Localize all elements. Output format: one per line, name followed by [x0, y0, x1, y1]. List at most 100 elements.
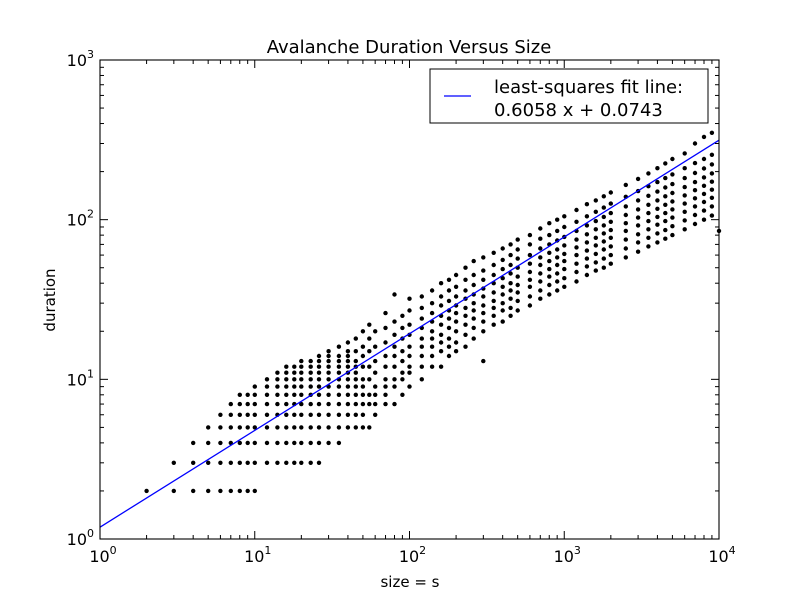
data-point: [345, 340, 351, 345]
data-point: [547, 274, 552, 279]
data-point: [429, 310, 435, 316]
data-point: [383, 364, 388, 369]
data-point: [635, 232, 641, 237]
data-point: [218, 440, 223, 446]
data-point: [682, 193, 687, 198]
data-point: [353, 377, 358, 382]
data-point: [299, 377, 304, 382]
data-point: [527, 284, 533, 289]
data-point: [635, 198, 641, 203]
data-point: [584, 248, 590, 253]
x-tick-label: 104: [708, 544, 735, 566]
data-point: [547, 232, 552, 238]
data-point: [593, 198, 598, 203]
data-point: [623, 237, 628, 242]
data-point: [500, 319, 505, 324]
data-point: [538, 236, 543, 241]
data-point: [237, 440, 242, 446]
data-point: [373, 370, 378, 375]
data-point: [446, 344, 452, 349]
y-tick-label: 102: [67, 208, 94, 230]
data-point: [481, 294, 486, 299]
data-point: [392, 344, 397, 349]
data-point: [206, 460, 211, 465]
data-point: [635, 240, 641, 245]
data-point: [292, 392, 297, 397]
data-point: [574, 252, 579, 258]
data-point: [709, 152, 715, 157]
data-point: [508, 296, 513, 301]
data-point: [316, 401, 322, 407]
data-point: [608, 252, 613, 258]
data-point: [345, 412, 351, 417]
data-point: [429, 288, 435, 293]
data-point: [709, 187, 715, 192]
data-point: [481, 310, 486, 316]
data-point: [284, 460, 289, 465]
data-point: [538, 271, 543, 276]
x-axis-label: size = s: [380, 573, 439, 591]
data-point: [692, 196, 698, 201]
x-tick-label: 100: [89, 544, 116, 566]
data-point: [500, 301, 505, 306]
data-point: [292, 460, 297, 465]
data-point: [345, 353, 351, 359]
data-point: [446, 325, 452, 331]
data-point: [508, 281, 513, 286]
data-point: [584, 202, 590, 207]
data-point: [316, 392, 322, 397]
data-point: [453, 319, 459, 324]
data-point: [407, 344, 412, 349]
data-point: [400, 377, 405, 382]
data-point: [308, 364, 313, 369]
data-point: [608, 244, 613, 249]
data-point: [682, 218, 687, 223]
data-point: [463, 305, 468, 311]
data-point: [360, 412, 366, 417]
data-point: [646, 193, 651, 198]
data-point: [299, 440, 304, 446]
legend-box: [429, 68, 709, 124]
data-point: [367, 364, 372, 369]
data-point: [555, 262, 560, 268]
data-point: [218, 412, 223, 417]
data-point: [237, 412, 242, 417]
data-point: [593, 260, 598, 265]
data-point: [383, 377, 388, 382]
data-point: [584, 232, 590, 237]
data-point: [264, 440, 270, 446]
data-point: [527, 232, 533, 238]
data-point: [453, 349, 459, 354]
data-point: [500, 276, 505, 281]
data-point: [692, 141, 698, 146]
data-point: [336, 358, 342, 364]
data-point: [345, 364, 351, 369]
data-point: [206, 425, 211, 430]
data-point: [555, 288, 560, 293]
data-point: [446, 336, 452, 341]
data-point: [419, 353, 424, 359]
data-point: [692, 179, 698, 185]
data-point: [438, 322, 444, 327]
data-point: [692, 204, 698, 209]
data-point: [345, 384, 351, 389]
data-point: [446, 316, 452, 321]
data-point: [527, 242, 533, 247]
data-point: [218, 425, 223, 430]
data-point: [481, 268, 486, 273]
y-tick-label: 100: [67, 527, 94, 549]
data-point: [191, 440, 196, 446]
data-point: [308, 401, 313, 407]
data-point: [292, 377, 297, 382]
data-point: [663, 210, 668, 216]
data-point: [646, 218, 651, 224]
data-point: [446, 298, 452, 304]
data-point: [538, 262, 543, 268]
data-point: [655, 189, 660, 194]
data-point: [345, 349, 351, 354]
data-point: [360, 377, 366, 382]
data-point: [527, 294, 533, 299]
data-point: [218, 488, 223, 494]
data-point: [538, 288, 543, 293]
